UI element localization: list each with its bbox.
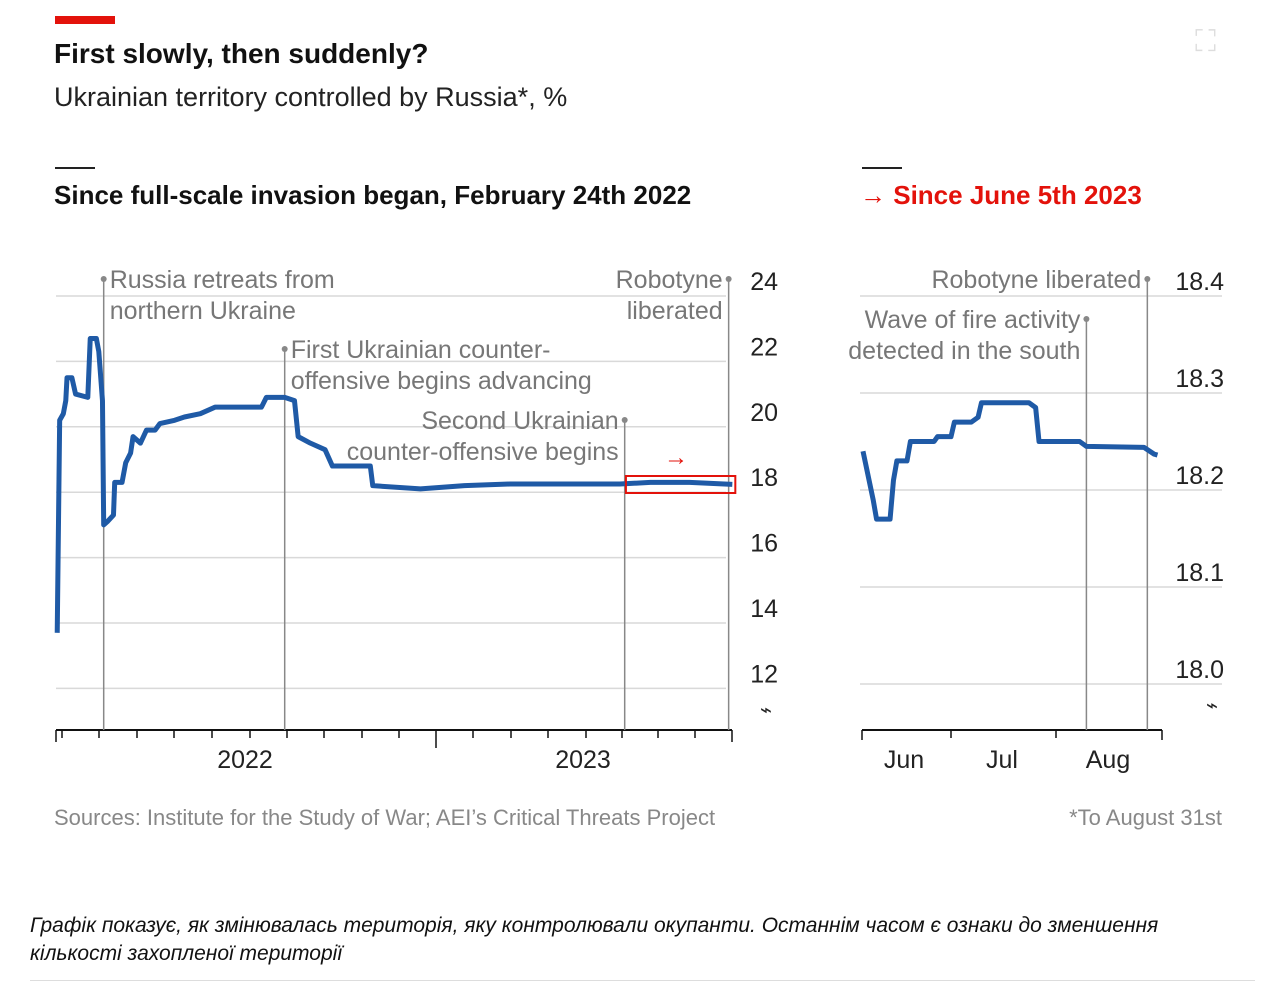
charts-svg: 24 22 20 18 16 14 12 ⌁ 2022 2023 Russia retreats f… (54, 266, 1224, 830)
y-tick-label: 16 (750, 530, 778, 558)
annotation-dot (621, 417, 628, 423)
x-tick-label: 2023 (555, 746, 611, 774)
section-rule-right (862, 167, 902, 169)
annotation-label: counter-offensive begins (347, 438, 619, 466)
left-panel-title: Since full-scale invasion began, Februar… (54, 180, 692, 210)
y-tick-label: 24 (750, 268, 778, 296)
caption: Графік показує, як змінювалась територія… (30, 914, 1159, 965)
left-chart: 24 22 20 18 16 14 12 ⌁ 2022 2023 Russia retreats f… (54, 266, 778, 774)
data-line (860, 400, 1159, 522)
x-tick-label: Jun (884, 746, 924, 774)
right-chart: 18.4 18.3 18.2 18.1 18.0 ⌁ Jun Jul Aug Wave of fi… (848, 266, 1224, 774)
source-note: Sources: Institute for the Study of War;… (54, 805, 715, 830)
annotation-dot (1083, 316, 1090, 322)
annotation-dot (1144, 276, 1151, 282)
footnote: *To August 31st (1069, 805, 1222, 830)
y-tick-label: 18.2 (1175, 462, 1224, 490)
annotation-dot (281, 346, 288, 352)
annotation-label: Second Ukrainian (421, 407, 618, 435)
annotation-label: First Ukrainian counter- (291, 336, 551, 364)
y-tick-label: 22 (750, 333, 778, 361)
annotation-label: liberated (627, 297, 723, 325)
annotation-label: Robotyne liberated (931, 266, 1141, 294)
y-tick-label: 18.4 (1175, 268, 1224, 296)
y-tick-label: 20 (750, 399, 778, 427)
axis-break-icon: ⌁ (760, 699, 772, 721)
y-tick-label: 18.1 (1175, 559, 1224, 587)
y-tick-label: 14 (750, 595, 778, 623)
annotation-label: Russia retreats from (110, 266, 335, 294)
chart-subtitle: Ukrainian territory controlled by Russia… (54, 82, 568, 112)
y-tick-label: 18.3 (1175, 365, 1224, 393)
annotation-dot (100, 276, 107, 282)
chart-title: First slowly, then suddenly? (54, 38, 429, 69)
y-tick-label: 18.0 (1175, 656, 1224, 684)
annotation-label: Wave of fire activity (865, 306, 1081, 334)
expand-icon[interactable]: ⛶ (1195, 25, 1216, 58)
annotation-label: detected in the south (848, 337, 1080, 365)
axis-break-icon: ⌁ (1206, 695, 1218, 717)
y-tick-label: 12 (750, 660, 778, 688)
brand-red-bar (55, 16, 115, 24)
section-rule-left (55, 167, 95, 169)
x-tick-label: 2022 (217, 746, 273, 774)
annotation-label: offensive begins advancing (291, 367, 592, 395)
annotation-label: northern Ukraine (110, 297, 296, 325)
annotation-label: Robotyne (616, 266, 723, 294)
y-tick-label: 18 (750, 464, 778, 492)
arrow-right-icon: → (664, 444, 688, 471)
annotation-dot (725, 276, 732, 282)
caption-divider (30, 980, 1255, 981)
highlight-box (624, 475, 737, 494)
right-panel-title: → Since June 5th 2023 (860, 180, 1142, 210)
x-tick-label: Aug (1086, 746, 1130, 774)
x-tick-label: Jul (986, 746, 1018, 774)
